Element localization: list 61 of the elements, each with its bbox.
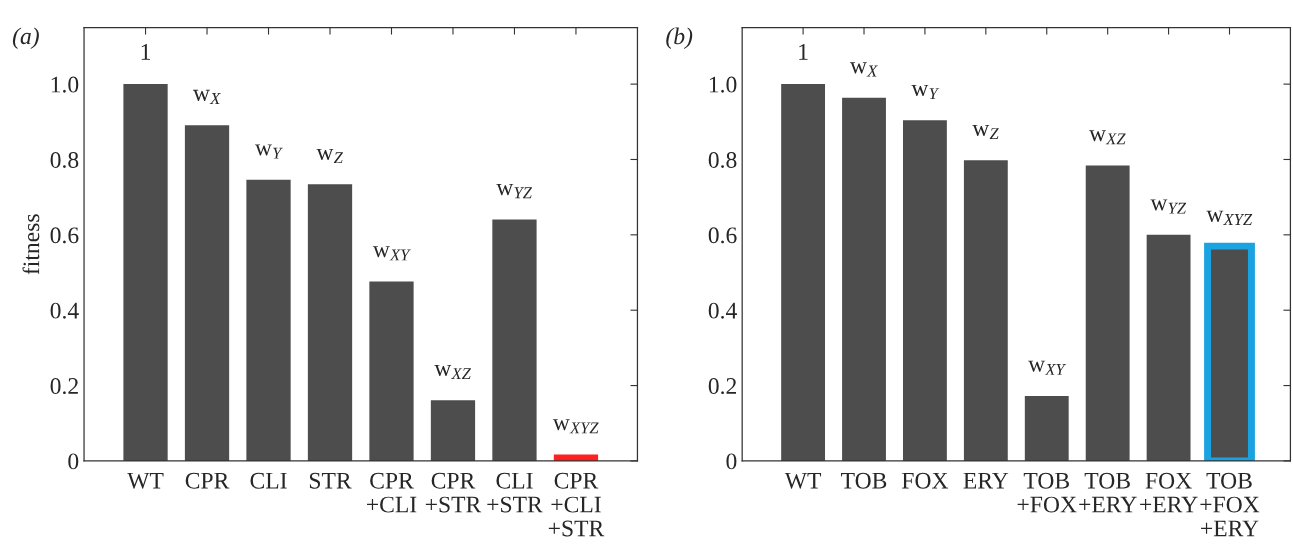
x-tick-label: CLI [250,472,287,489]
y-tick-label: 0.2 [50,378,78,395]
annotation: w$_{XY}$ [1028,360,1067,375]
x-tick-label: CPR +STR [425,472,482,513]
annotation: w$_{YZ}$ [1150,199,1187,214]
bar [307,184,353,461]
annotation: w$_{Y}$ [254,144,283,159]
x-tick-label: WT [127,472,164,489]
y-tick-label: 0 [726,453,737,470]
annotation: w$_{X}$ [193,89,221,104]
annotation: w$_{Y}$ [911,84,940,100]
bar [430,400,476,461]
bar [1024,396,1069,461]
annotation: w$_{YZ}$ [496,184,533,199]
y-tick-label: 0 [68,453,79,470]
bar [963,160,1008,461]
annotation: w$_{Z}$ [316,149,343,164]
bar [492,219,537,461]
bar [123,84,168,461]
annotation: w$_{Z}$ [972,124,999,139]
y-tick-label: 0.6 [50,227,79,244]
x-tick-label: TOB [841,472,887,489]
y-tick-label: 0.8 [50,151,79,169]
y-tick-label: 0.2 [708,378,737,395]
bar [1085,165,1130,461]
x-tick-label: CPR [185,472,230,489]
chart-title: (a) [12,27,39,50]
x-tick-label: CPR +CLI +STR [548,472,605,537]
bar [842,97,886,461]
annotation: w$_{XYZ}$ [552,419,599,434]
annotation: w$_{XYZ}$ [1206,210,1253,225]
bar [903,120,947,461]
x-tick-label: TOB +ERY [1079,472,1137,513]
annotation: w$_{XZ}$ [434,364,471,380]
bar [781,84,826,461]
x-tick-label: CLI +STR [487,472,543,513]
annotation: 1 [799,44,808,60]
y-tick-label: 1.0 [51,76,79,93]
y-tick-label: 0.8 [708,151,737,169]
x-tick-label: CPR +CLI [367,472,417,513]
y-tick-label: 1.0 [709,76,737,93]
bar [369,281,414,461]
annotation: w$_{X}$ [849,62,878,77]
annotation: 1 [141,44,151,60]
y-tick-label: 0.4 [50,302,79,319]
annotation: w$_{XZ}$ [1089,130,1126,145]
x-tick-label: FOX +ERY [1140,472,1198,513]
bar [1146,234,1191,461]
annotation: w$_{XY}$ [372,246,411,261]
y-tick-label: 0.4 [708,302,737,319]
chart-title: (b) [666,27,693,50]
y-tick-label: 0.6 [708,227,737,244]
x-tick-label: WT [784,472,822,489]
x-tick-label: STR [309,472,352,489]
x-tick-label: FOX [901,472,949,489]
x-tick-label: ERY [963,472,1009,489]
bar [184,125,230,461]
x-tick-label: TOB +FOX [1017,472,1077,513]
y-axis-title: fitness [22,214,40,275]
bar [246,179,291,461]
x-tick-label: TOB +FOX +ERY [1200,472,1260,537]
